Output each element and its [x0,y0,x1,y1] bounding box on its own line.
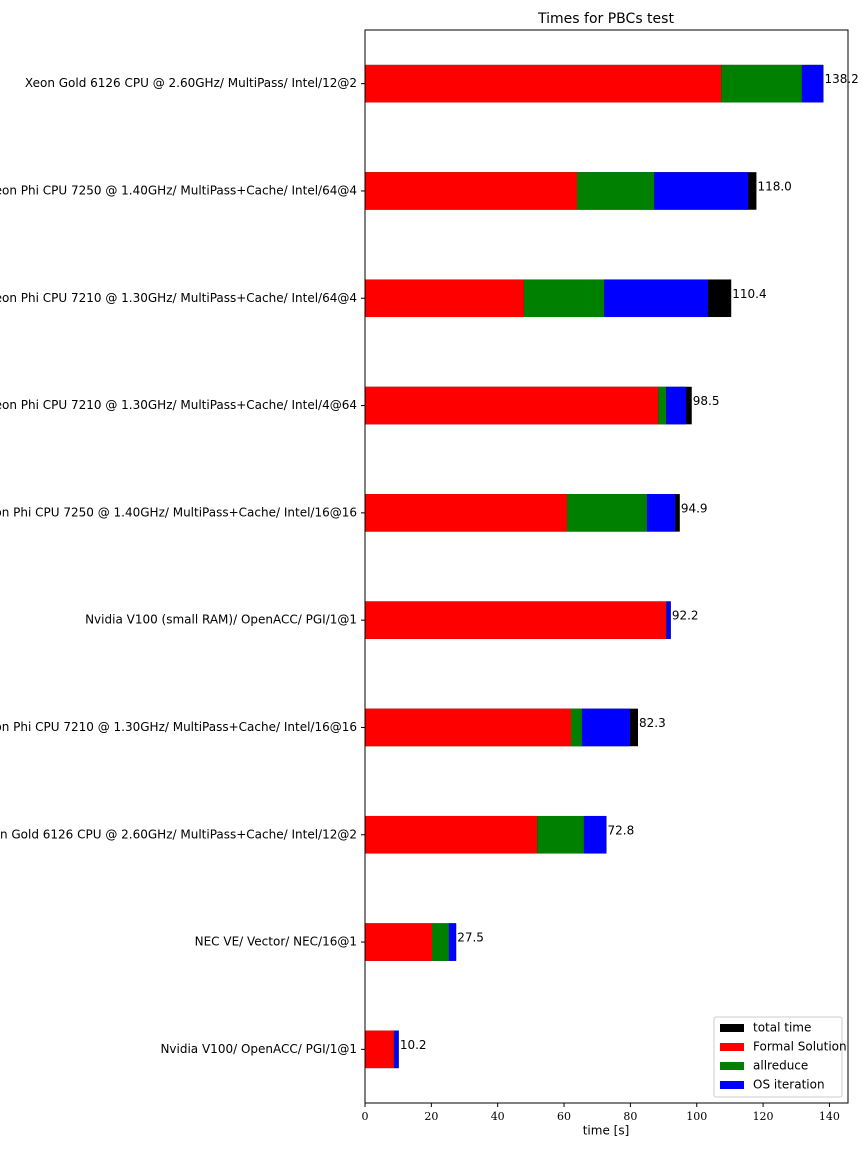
x-tick-label: 20 [424,1110,438,1123]
value-label: 82.3 [639,716,666,730]
bar-segment [801,64,824,103]
x-tick-label: 0 [362,1110,369,1123]
bar-segment [365,923,433,961]
legend-frame [713,1016,843,1098]
x-tick-label: 60 [557,1110,571,1123]
bar-segment [394,1030,399,1069]
legend-swatch [720,1062,744,1070]
y-tick-label: Xeon Phi CPU 7250 @ 1.40GHz/ MultiPass+C… [0,183,357,197]
legend-swatch [720,1081,744,1089]
bar-segment [571,708,582,747]
legend-swatch [720,1024,744,1032]
value-label: 110.4 [732,287,766,301]
bar-segment [365,1030,394,1069]
y-tick-label: NEC VE/ Vector/ NEC/16@1 [195,935,357,949]
legend-swatch [720,1043,744,1051]
legend-label: allreduce [753,1059,808,1073]
bar-segment [666,386,687,425]
x-tick-label: 120 [753,1110,774,1123]
bar-segment [365,172,577,210]
bar-segment [666,601,671,639]
x-tick-label: 80 [623,1110,637,1123]
value-label: 92.2 [672,609,699,623]
legend-label: Formal Solution [753,1040,847,1054]
bar-segment [721,64,802,103]
bar-segment [523,279,605,318]
x-tick-label: 40 [491,1110,505,1123]
bar-segment [581,708,631,747]
value-label: 10.2 [400,1038,427,1052]
y-tick-label: Xeon Gold 6126 CPU @ 2.60GHz/ MultiPass/… [25,76,357,90]
y-tick-label: Nvidia V100/ OpenACC/ PGI/1@1 [160,1042,357,1056]
value-label: 27.5 [457,931,484,945]
value-label: 118.0 [757,179,791,193]
bar-segment [537,815,584,854]
bar-segment [365,815,538,854]
value-label: 72.8 [608,823,635,837]
value-label: 98.5 [693,394,720,408]
y-tick-label: Xeon Phi CPU 7210 @ 1.30GHz/ MultiPass+C… [0,291,357,305]
bar-segment [432,923,449,961]
bar-segment [658,386,667,425]
chart-title: Times for PBCs test [537,11,674,27]
bar-segment [583,815,607,854]
bar-segment [654,172,749,210]
legend-label: total time [753,1021,811,1035]
y-tick-label: Xeon Phi CPU 7250 @ 1.40GHz/ MultiPass+C… [0,505,357,519]
bar-segment [365,64,722,103]
y-tick-label: Nvidia V100 (small RAM)/ OpenACC/ PGI/1@… [85,613,357,627]
bar-segment [365,708,572,747]
bar-segment [604,279,709,318]
x-tick-label: 140 [819,1110,840,1123]
x-tick-label: 100 [686,1110,707,1123]
bar-segment [646,494,676,532]
bar-segment [567,494,647,532]
legend: total time Formal Solution allreduce OS ite… [713,1016,847,1098]
bar-segment [576,172,655,210]
bar-segment [365,601,667,639]
bar-segment [365,279,524,318]
y-tick-label: Xeon Phi CPU 7210 @ 1.30GHz/ MultiPass+C… [0,398,357,412]
value-label: 138.2 [824,72,858,86]
legend-label: OS iteration [753,1078,825,1092]
x-axis-label: time [s] [583,1124,630,1138]
y-tick-label: Xeon Phi CPU 7210 @ 1.30GHz/ MultiPass+C… [0,720,357,734]
plot-frame [364,29,849,1104]
value-label: 94.9 [681,501,708,515]
bar-segment [365,494,568,532]
bar-segment [448,923,456,961]
y-tick-label: Xeon Gold 6126 CPU @ 2.60GHz/ MultiPass+… [0,827,357,841]
bar-segment [365,386,659,425]
